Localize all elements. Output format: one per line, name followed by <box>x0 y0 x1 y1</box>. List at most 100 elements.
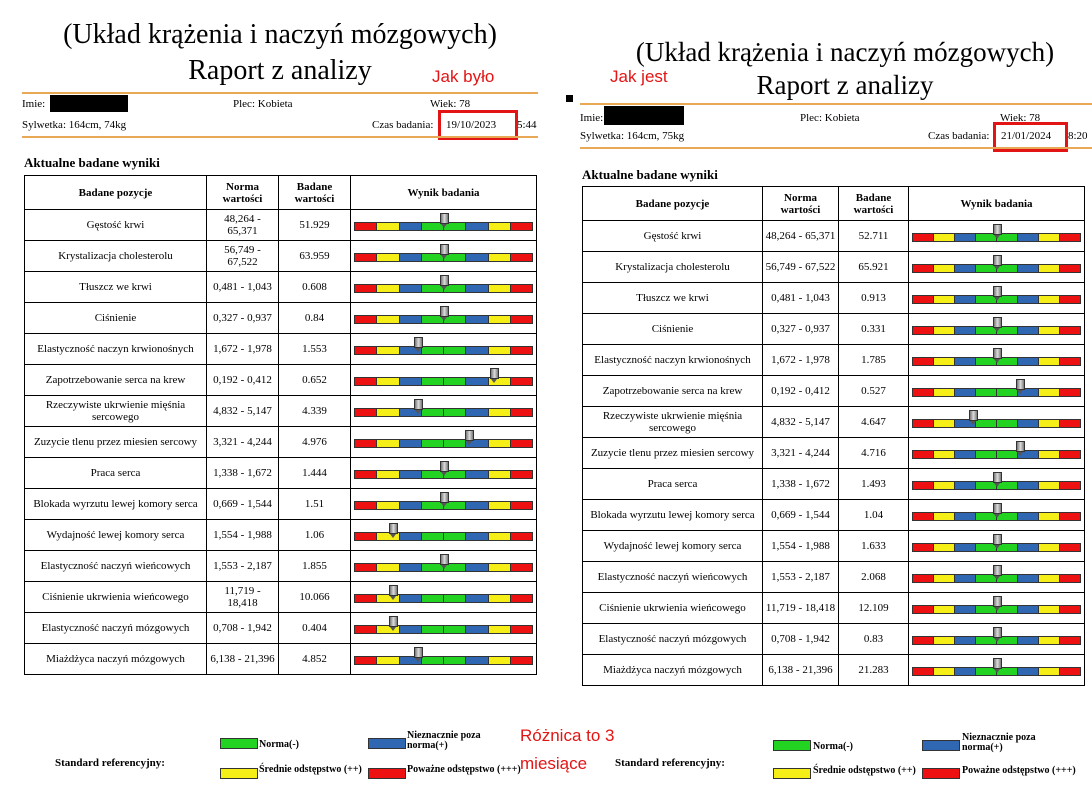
result-gauge <box>908 375 1085 407</box>
gauge-segment-yellow <box>488 377 511 386</box>
gauge-segment-red <box>354 346 378 355</box>
row-value: 0.527 <box>838 375 909 407</box>
gauge-segment-yellow <box>488 315 511 324</box>
age-field: Wiek: 78 <box>430 98 471 110</box>
age-field: Wiek: 78 <box>1000 112 1041 124</box>
gauge-segment-red <box>510 656 533 665</box>
row-name: Zuzycie tlenu przez miesien sercowy <box>582 437 763 469</box>
gauge-marker <box>992 317 1002 332</box>
gauge-segment-yellow <box>377 284 400 293</box>
gauge-segment-green <box>997 264 1018 273</box>
header-divider <box>580 103 1092 105</box>
gauge-segment-blue <box>955 574 976 583</box>
legend-label: Standard referencyjny: <box>55 757 165 769</box>
gauge-marker <box>389 585 399 600</box>
gauge-segment-red <box>1060 574 1081 583</box>
row-norm: 48,264 - 65,371 <box>206 209 279 241</box>
row-norm: 48,264 - 65,371 <box>762 220 839 252</box>
result-gauge <box>350 209 537 241</box>
row-value: 1.493 <box>838 468 909 500</box>
gauge-segment-red <box>1060 233 1081 242</box>
gauge-marker <box>968 410 978 425</box>
row-value: 65.921 <box>838 251 909 283</box>
result-gauge <box>350 550 537 582</box>
gauge-segment-blue <box>466 315 489 324</box>
table-row: Tłuszcz we krwi 0,481 - 1,043 0.608 <box>24 271 537 303</box>
gauge-segment-blue <box>1018 264 1039 273</box>
gauge-segment-green <box>997 512 1018 521</box>
table-row: Zuzycie tlenu przez miesien sercowy 3,321… <box>582 437 1085 469</box>
gauge-segment-green <box>997 357 1018 366</box>
gauge-segment-yellow <box>488 222 511 231</box>
gauge-bar <box>912 441 1081 459</box>
row-name: Zapotrzebowanie serca na krew <box>24 364 207 396</box>
row-name: Elastyczność naczyń mózgowych <box>24 612 207 644</box>
gauge-segment-red <box>354 501 378 510</box>
gauge-segment-yellow <box>934 543 955 552</box>
gauge-segment-red <box>912 450 934 459</box>
gauge-segment-red <box>912 419 934 428</box>
result-gauge <box>350 488 537 520</box>
row-name: Zapotrzebowanie serca na krew <box>582 375 763 407</box>
gauge-marker <box>1016 441 1026 456</box>
row-norm: 6,138 - 21,396 <box>206 643 279 675</box>
gauge-segment-green <box>997 543 1018 552</box>
gauge-segment-blue <box>466 284 489 293</box>
gauge-segment-green <box>444 346 467 355</box>
gauge-marker <box>992 534 1002 549</box>
gauge-segment-red <box>1060 481 1081 490</box>
gauge-segment-yellow <box>1039 481 1060 490</box>
row-name: Elastyczność naczyń mózgowych <box>582 623 763 655</box>
gauge-segment-blue <box>1018 233 1039 242</box>
gauge-bar <box>354 430 533 448</box>
gauge-segment-yellow <box>488 594 511 603</box>
row-norm: 1,553 - 2,187 <box>206 550 279 582</box>
gauge-segment-red <box>510 408 533 417</box>
legend-after: Standard referencyjny: Norma(-) Nieznacz… <box>560 728 1092 798</box>
result-gauge <box>908 530 1085 562</box>
table-row: Zapotrzebowanie serca na krew 0,192 - 0,4… <box>24 364 537 396</box>
gauge-segment-yellow <box>488 563 511 572</box>
table-row: Praca serca 1,338 - 1,672 1.444 <box>24 457 537 489</box>
row-value: 51.929 <box>278 209 351 241</box>
gauge-bar <box>912 286 1081 304</box>
legend-text-blue: Nieznacznie poza norma(+) <box>407 730 481 751</box>
gauge-segment-blue <box>955 295 976 304</box>
gauge-marker <box>992 596 1002 611</box>
gauge-segment-yellow <box>377 346 400 355</box>
gauge-segment-blue <box>399 625 422 634</box>
gauge-segment-yellow <box>1039 233 1060 242</box>
gauge-bar <box>354 213 533 231</box>
gauge-bar <box>354 616 533 634</box>
header-divider <box>22 92 538 94</box>
exam-time-suffix: 5:44 <box>517 119 537 131</box>
gauge-segment-green <box>444 625 467 634</box>
row-name: Blokada wyrzutu lewej komory serca <box>582 499 763 531</box>
gauge-segment-red <box>912 512 934 521</box>
gauge-segment-red <box>1060 636 1081 645</box>
gauge-bar <box>912 596 1081 614</box>
gauge-segment-blue <box>1018 419 1039 428</box>
result-gauge <box>350 395 537 427</box>
gauge-segment-blue <box>466 346 489 355</box>
gauge-segment-green <box>997 233 1018 242</box>
gauge-segment-yellow <box>1039 543 1060 552</box>
gauge-segment-green <box>421 408 444 417</box>
gauge-bar <box>354 306 533 324</box>
gauge-segment-red <box>912 233 934 242</box>
result-gauge <box>350 364 537 396</box>
table-row: Krystalizacja cholesterolu 56,749 - 67,52… <box>24 240 537 272</box>
result-gauge <box>350 426 537 458</box>
row-name: Ciśnienie ukrwienia wieńcowego <box>24 581 207 613</box>
row-value: 10.066 <box>278 581 351 613</box>
gauge-segment-red <box>510 439 533 448</box>
legend-before: Standard referencyjny: Norma(-) Nieznacz… <box>0 728 560 798</box>
row-value: 1.633 <box>838 530 909 562</box>
report-title-line1: (Układ krążenia i naczyń mózgowych) <box>635 37 1055 67</box>
column-header-item: Badane pozycje <box>24 175 207 210</box>
gauge-bar <box>912 255 1081 273</box>
gauge-segment-red <box>510 377 533 386</box>
gauge-segment-yellow <box>488 439 511 448</box>
row-norm: 0,327 - 0,937 <box>206 302 279 334</box>
gauge-segment-blue <box>466 656 489 665</box>
